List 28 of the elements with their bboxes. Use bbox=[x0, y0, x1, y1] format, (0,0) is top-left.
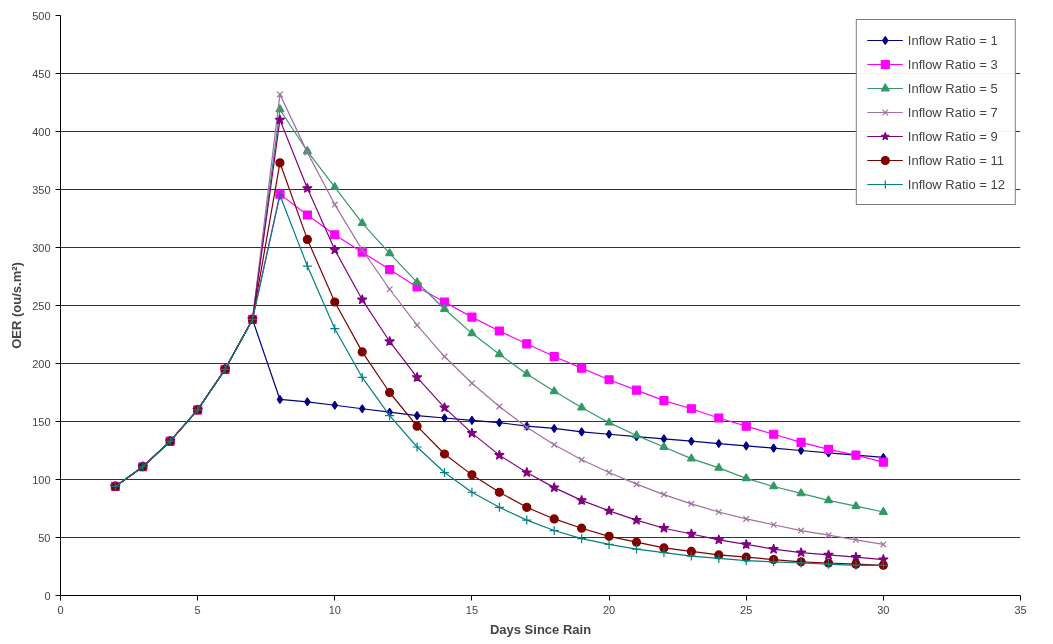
x-tick-label: 10 bbox=[328, 603, 341, 616]
y-tick-label: 0 bbox=[44, 589, 51, 602]
legend-label: Inflow Ratio = 9 bbox=[907, 128, 998, 144]
x-tick-label: 5 bbox=[194, 603, 201, 616]
x-tick-label: 30 bbox=[877, 603, 890, 616]
x-tick-label: 25 bbox=[740, 603, 753, 616]
legend-label: Inflow Ratio = 1 bbox=[907, 32, 998, 48]
y-tick-label: 50 bbox=[38, 531, 51, 544]
y-tick-label: 100 bbox=[32, 473, 51, 486]
legend-label: Inflow Ratio = 3 bbox=[907, 56, 998, 72]
y-tick-label: 250 bbox=[32, 299, 51, 312]
y-tick-label: 400 bbox=[32, 125, 51, 138]
y-tick-label: 300 bbox=[32, 241, 51, 254]
y-axis-title: OER (ou/s.m²) bbox=[9, 262, 25, 349]
x-tick-label: 35 bbox=[1014, 603, 1027, 616]
y-tick-label: 150 bbox=[32, 415, 51, 428]
y-tick-label: 200 bbox=[32, 357, 51, 370]
y-tick-label: 350 bbox=[32, 183, 51, 196]
x-tick-label: 15 bbox=[465, 603, 479, 616]
legend-label: Inflow Ratio = 7 bbox=[907, 104, 998, 120]
x-tick-label: 0 bbox=[57, 603, 64, 616]
y-tick-label: 500 bbox=[32, 9, 51, 22]
legend-label: Inflow Ratio = 12 bbox=[907, 176, 1005, 192]
x-tick-label: 20 bbox=[602, 603, 616, 616]
legend-label: Inflow Ratio = 11 bbox=[907, 152, 1005, 168]
x-axis-title: Days Since Rain bbox=[489, 621, 592, 637]
y-tick-label: 450 bbox=[32, 67, 51, 80]
legend-label: Inflow Ratio = 5 bbox=[907, 80, 998, 96]
